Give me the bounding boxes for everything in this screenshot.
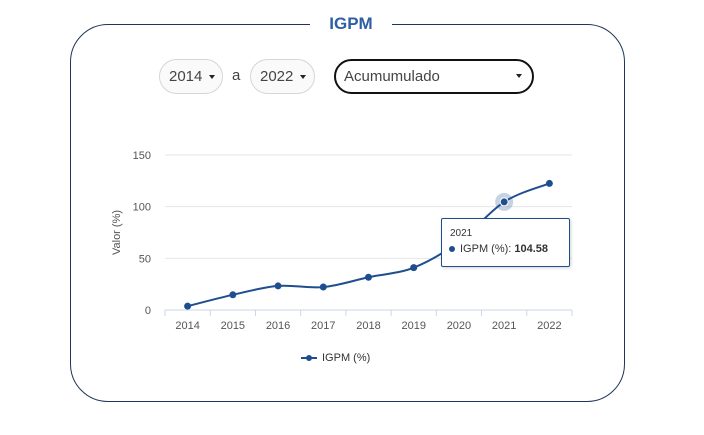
x-tick-label: 2018	[356, 320, 380, 332]
x-tick-label: 2020	[447, 320, 471, 332]
y-axis-label: Valor (%)	[111, 210, 123, 255]
chevron-down-icon	[516, 74, 522, 78]
tooltip-x: 2021	[450, 228, 473, 239]
chevron-down-icon	[300, 75, 306, 79]
x-tick-label: 2022	[537, 320, 561, 332]
tooltip-series-dot	[449, 246, 455, 252]
x-tick-label: 2019	[401, 320, 425, 332]
chart-tooltip: 2021 IGPM (%): 104.58	[441, 218, 570, 267]
y-tick-label: 150	[133, 150, 151, 162]
card-title: IGPM	[310, 12, 392, 36]
x-tick-label: 2017	[311, 320, 335, 332]
data-point[interactable]	[545, 179, 553, 187]
data-point[interactable]	[274, 282, 282, 290]
mode-select[interactable]: Acumumulado	[334, 59, 534, 94]
data-point[interactable]	[184, 302, 192, 310]
legend-item[interactable]: IGPM (%)	[301, 351, 370, 365]
start-year-select[interactable]: 2014	[159, 59, 223, 94]
y-tick-label: 0	[145, 305, 151, 317]
y-tick-label: 100	[133, 202, 151, 214]
tooltip-series: IGPM (%)	[460, 243, 509, 255]
x-tick-label: 2016	[266, 320, 290, 332]
data-point-active[interactable]	[499, 197, 509, 207]
data-point[interactable]	[319, 283, 327, 291]
start-year-value: 2014	[169, 68, 203, 85]
legend-label: IGPM (%)	[322, 352, 371, 364]
end-year-value: 2022	[260, 68, 294, 85]
data-point[interactable]	[229, 291, 237, 299]
x-tick-label: 2021	[492, 320, 516, 332]
mode-value: Acumumulado	[344, 68, 440, 85]
chevron-down-icon	[209, 75, 215, 79]
data-point[interactable]	[410, 264, 418, 272]
range-separator: a	[232, 67, 241, 84]
legend-symbol	[301, 353, 317, 363]
data-point[interactable]	[365, 273, 372, 281]
x-tick-label: 2014	[175, 320, 199, 332]
x-tick-label: 2015	[221, 320, 245, 332]
tooltip-value: 104.58	[514, 243, 548, 255]
y-tick-label: 50	[139, 253, 151, 265]
end-year-select[interactable]: 2022	[250, 59, 315, 94]
